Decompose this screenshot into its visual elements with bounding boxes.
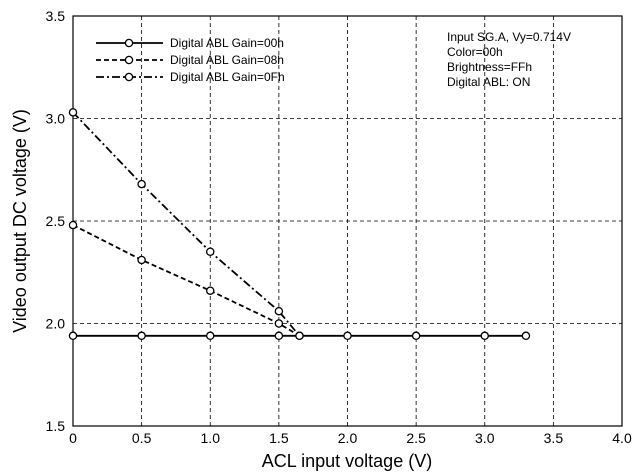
legend: Digital ABL Gain=00h Digital ABL Gain=08h… xyxy=(96,36,285,84)
tick-labels: 0 0.5 1.0 1.5 2.0 2.5 3.0 3.5 4.0 1.5 2.0 2.5 3.0 3.5 xyxy=(46,8,632,446)
data-point xyxy=(343,331,352,341)
x-tick-label: 3.0 xyxy=(475,430,495,446)
data-point xyxy=(521,331,531,341)
legend-label: Digital ABL Gain=00h xyxy=(170,36,284,50)
x-tick-label: 2.0 xyxy=(338,430,358,446)
legend-label: Digital ABL Gain=0Fh xyxy=(170,70,285,84)
x-axis-label: ACL input voltage (V) xyxy=(262,451,432,471)
data-point xyxy=(295,331,304,341)
y-tick-label: 1.5 xyxy=(46,418,66,434)
data-point xyxy=(137,179,146,189)
data-point xyxy=(274,331,284,341)
y-tick-label: 2.0 xyxy=(46,316,66,332)
data-point xyxy=(205,331,215,341)
grid xyxy=(73,16,622,426)
x-tick-label: 2.5 xyxy=(406,430,426,446)
y-tick-label: 3.5 xyxy=(46,8,66,24)
condition-note: Color=00h xyxy=(447,45,503,59)
condition-note: Brightness=FFh xyxy=(447,60,532,74)
x-tick-label: 0 xyxy=(69,430,77,446)
legend-marker xyxy=(124,38,134,48)
x-tick-label: 0.5 xyxy=(132,430,152,446)
legend-marker xyxy=(124,55,134,65)
data-point xyxy=(137,255,146,265)
condition-note: Input SG.A, Vy=0.714V xyxy=(447,30,571,44)
data-point xyxy=(480,331,489,341)
x-tick-label: 3.5 xyxy=(544,430,564,446)
y-axis-label: Video output DC voltage (V) xyxy=(10,109,30,333)
data-point xyxy=(137,331,146,341)
series-line-2 xyxy=(72,224,300,337)
legend-label: Digital ABL Gain=08h xyxy=(170,53,284,67)
data-point xyxy=(205,286,215,295)
data-point xyxy=(274,319,284,328)
x-tick-label: 1.0 xyxy=(201,430,221,446)
series-layer xyxy=(68,108,531,341)
y-tick-label: 3.0 xyxy=(46,111,66,127)
data-point xyxy=(411,331,421,341)
y-tick-label: 2.5 xyxy=(46,213,66,229)
condition-note: Digital ABL: ON xyxy=(447,75,530,89)
legend-marker xyxy=(124,72,134,82)
data-point xyxy=(68,331,78,341)
data-point xyxy=(274,306,284,316)
x-tick-label: 4.0 xyxy=(612,430,632,446)
data-point xyxy=(68,220,78,230)
series-line-3 xyxy=(72,111,301,337)
condition-notes: Input SG.A, Vy=0.714VColor=00hBrightness… xyxy=(447,30,571,89)
data-point xyxy=(68,108,78,117)
x-tick-label: 1.5 xyxy=(269,430,289,446)
data-point xyxy=(205,247,215,256)
